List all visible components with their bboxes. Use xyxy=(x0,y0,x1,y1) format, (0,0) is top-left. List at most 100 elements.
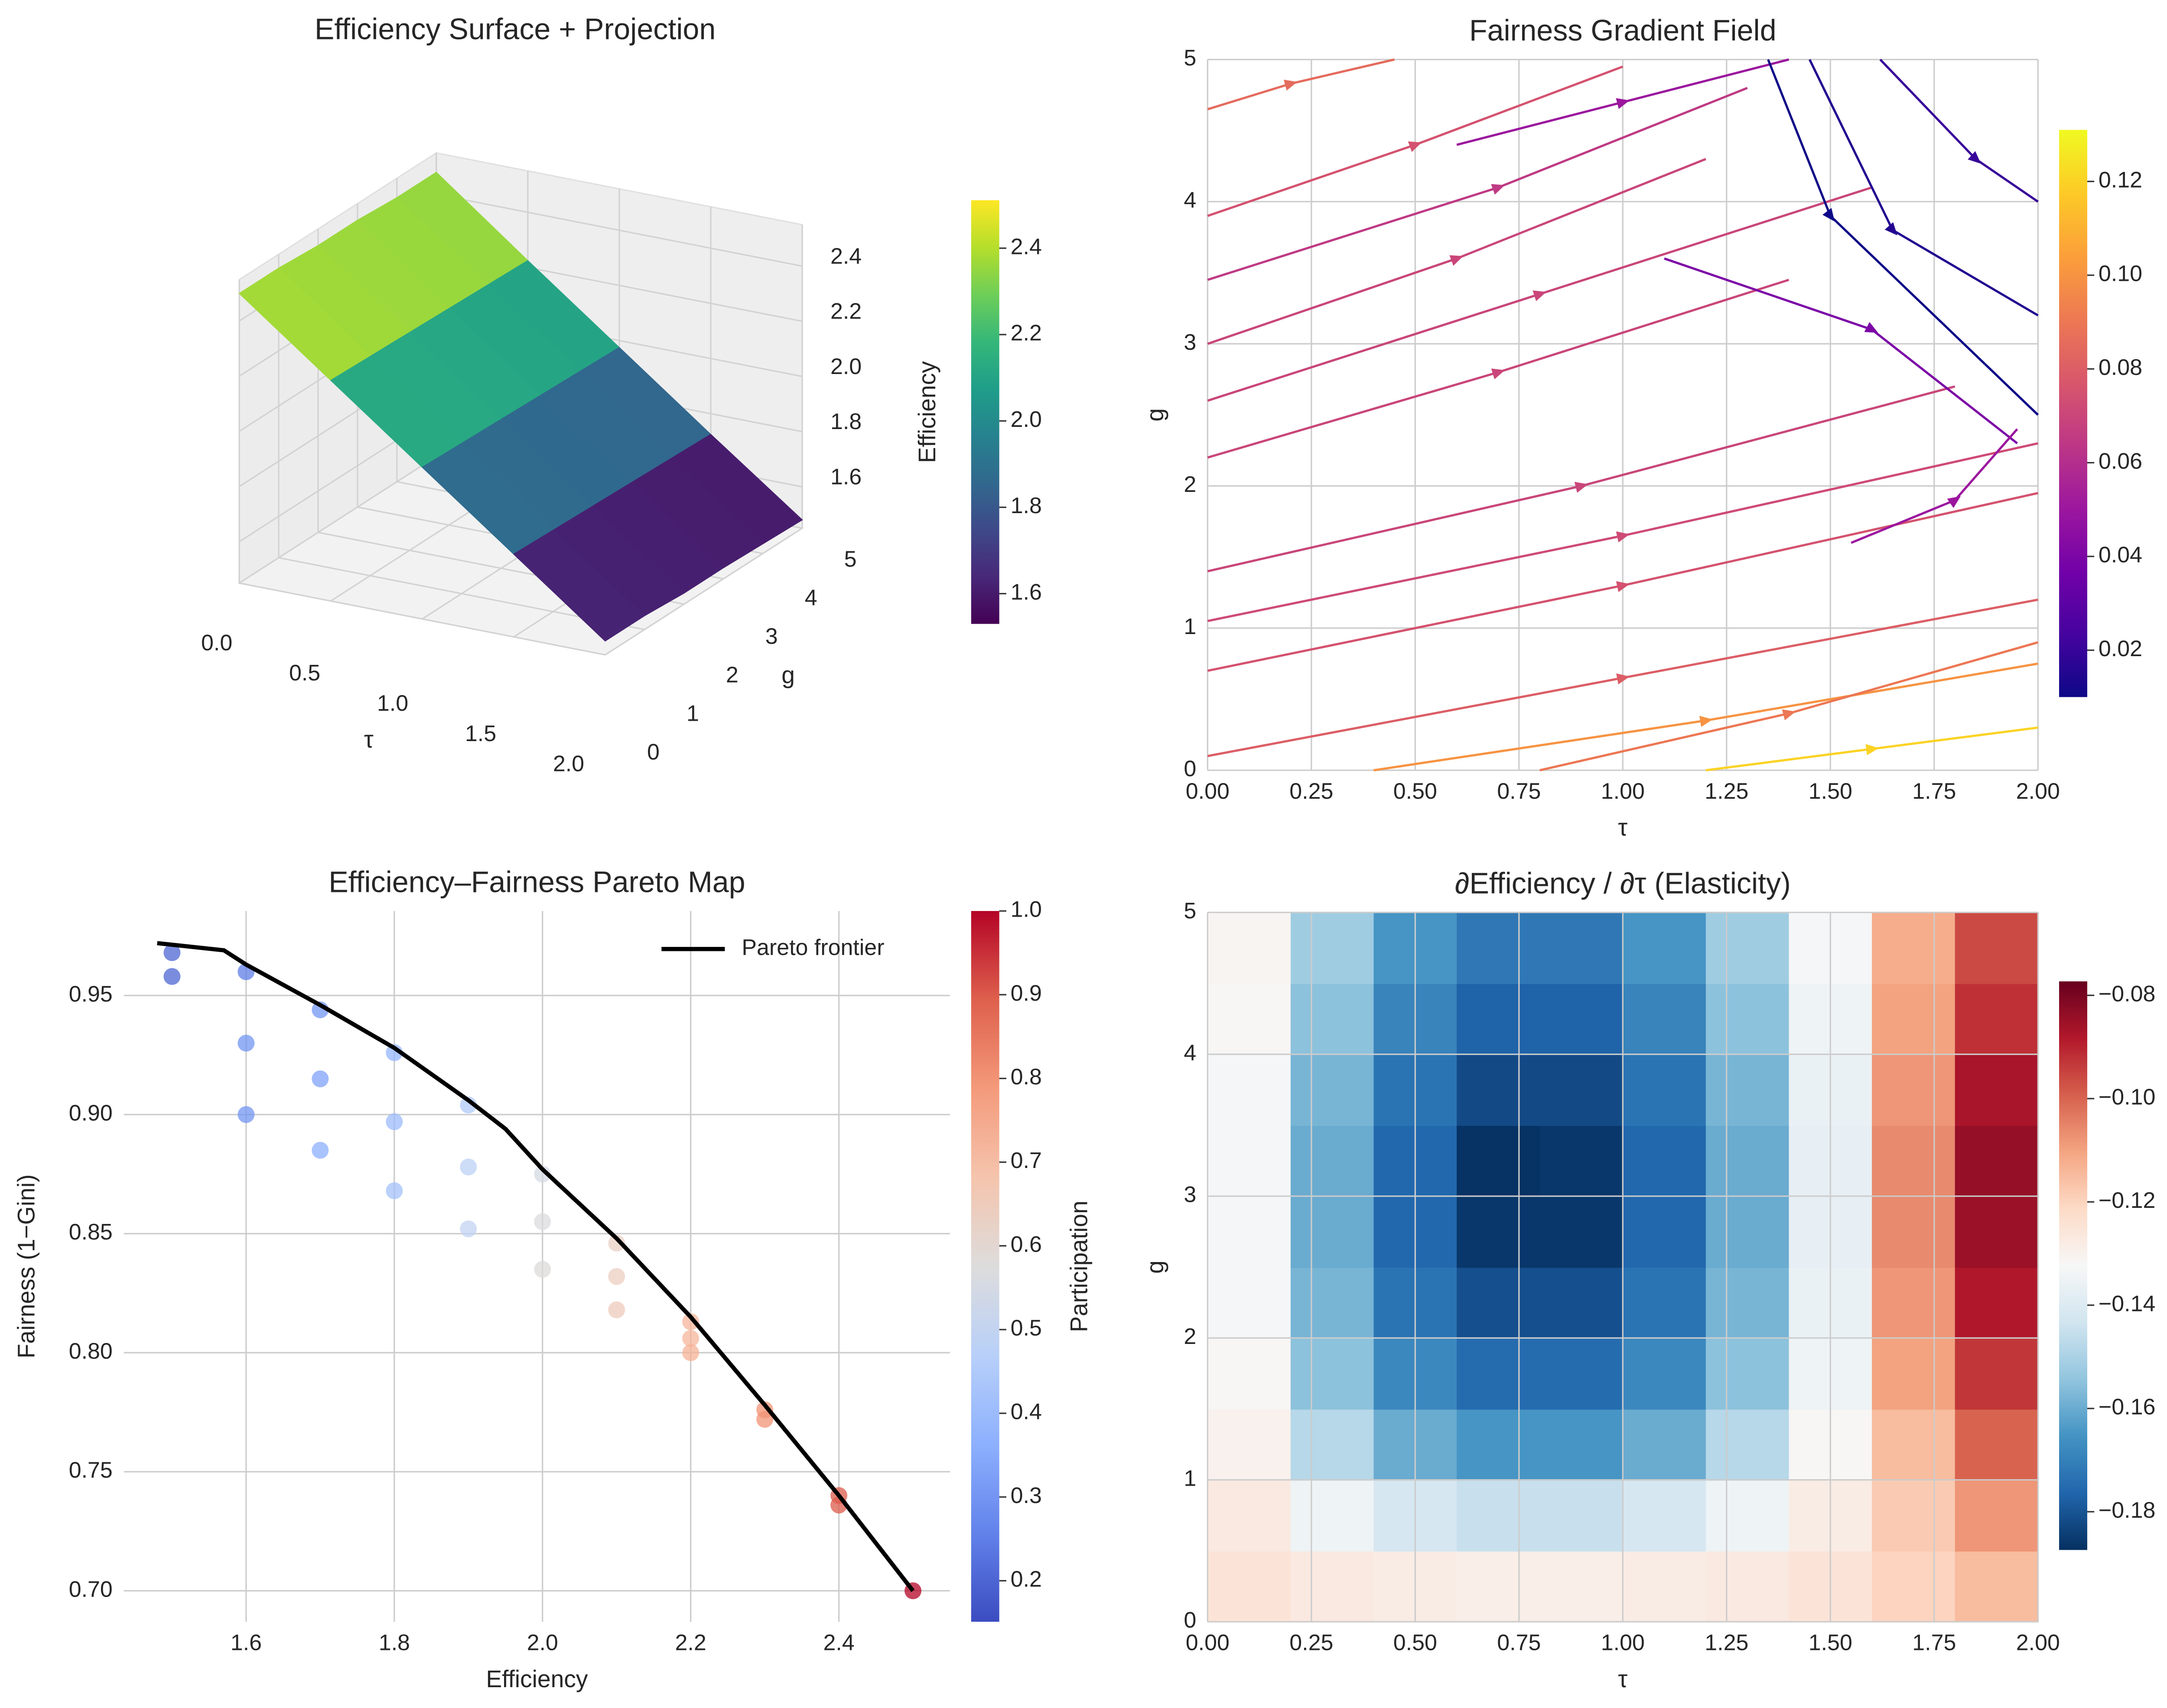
heatmap-cell xyxy=(1457,1409,1541,1481)
colorbar xyxy=(971,200,999,624)
heatmap-cell xyxy=(1207,1480,1292,1552)
heatmap-cell xyxy=(1539,1551,1624,1623)
y-tick-label: 0.80 xyxy=(69,1339,113,1364)
heatmap-cell xyxy=(1207,1125,1292,1197)
heatmap-cell xyxy=(1290,1054,1375,1126)
stream-arrow xyxy=(1533,290,1547,301)
heatmap-cell xyxy=(1539,1125,1624,1197)
x-tick-label: 0.0 xyxy=(201,630,232,655)
y-tick-label: 1 xyxy=(1184,1466,1196,1491)
heatmap-cell xyxy=(1539,1480,1624,1552)
y-tick-label: 0.95 xyxy=(69,982,113,1007)
x-tick-label: 1.25 xyxy=(1705,1630,1748,1656)
colorbar-tick-label: −0.12 xyxy=(2099,1188,2155,1213)
y-tick-label: 2 xyxy=(726,662,739,687)
x-tick-label: 1.50 xyxy=(1809,779,1852,804)
x-tick-label: 2.00 xyxy=(2016,1630,2060,1656)
heatmap-cell xyxy=(1539,1409,1624,1481)
stream-arrow xyxy=(1284,79,1298,91)
heatmap-cell xyxy=(1290,1551,1375,1623)
x-tick-label: 0.00 xyxy=(1186,1630,1230,1656)
scatter-point xyxy=(534,1261,551,1278)
y-tick-label: 2 xyxy=(1184,472,1196,497)
colorbar-tick-label: 0.7 xyxy=(1011,1148,1042,1173)
surface-patch xyxy=(513,530,645,642)
scatter-point xyxy=(534,1213,551,1230)
heatmap-cell xyxy=(1623,1551,1707,1623)
heatmap-cell xyxy=(1623,1338,1707,1410)
y-tick-label: 0.75 xyxy=(69,1458,113,1483)
colorbar-tick-label: 0.12 xyxy=(2099,167,2142,192)
heatmap-cell xyxy=(1539,1267,1624,1339)
y-tick-label: 0.85 xyxy=(69,1220,113,1245)
heatmap-cell xyxy=(1290,1125,1375,1197)
x-tick-label: 0.25 xyxy=(1289,779,1333,804)
heatmap-cell xyxy=(1705,1054,1790,1126)
heatmap-cell xyxy=(1207,912,1292,984)
stream-arrow xyxy=(1884,222,1897,236)
x-tick-label: 0.75 xyxy=(1497,779,1541,804)
heatmap-cell xyxy=(1207,1551,1292,1623)
x-axis-label: τ xyxy=(1618,1666,1627,1692)
heatmap-cell xyxy=(1955,1267,2039,1339)
x-tick-label: 1.50 xyxy=(1809,1630,1852,1656)
colorbar-tick-label: 0.5 xyxy=(1011,1316,1042,1341)
stream-arrow xyxy=(1491,184,1505,195)
heatmap-cell xyxy=(1872,1054,1956,1126)
heatmap-cell xyxy=(1539,1054,1624,1126)
y-tick-label: 5 xyxy=(1184,898,1196,924)
stream-arrow xyxy=(1822,208,1835,222)
x-tick-label: 0.50 xyxy=(1393,1630,1437,1656)
heatmap-cell xyxy=(1955,1196,2039,1268)
x-tick-label: 1.75 xyxy=(1912,1630,1956,1656)
heatmap-cell xyxy=(1457,1054,1541,1126)
x-tick-label: 2.0 xyxy=(527,1630,558,1656)
chart-title: ∂Efficiency / ∂τ (Elasticity) xyxy=(1455,867,1791,900)
colorbar-tick-label: 0.02 xyxy=(2099,636,2142,661)
heatmap-cell xyxy=(1539,1338,1624,1410)
scatter-point xyxy=(238,1035,255,1052)
colorbar-tick-label: 1.6 xyxy=(1011,580,1042,605)
colorbar-tick-label: 0.4 xyxy=(1011,1399,1042,1425)
heatmap-cell xyxy=(1872,1125,1956,1197)
heatmap-cell xyxy=(1955,912,2039,984)
x-tick-label: 1.6 xyxy=(231,1630,262,1656)
heatmap-cell xyxy=(1705,1551,1790,1623)
stream-arrow xyxy=(1947,496,1961,508)
stream-arrow xyxy=(1616,673,1630,685)
heatmap-cell xyxy=(1955,1480,2039,1552)
colorbar-label: Participation xyxy=(1066,1200,1093,1332)
x-tick-label: 2.0 xyxy=(553,752,584,777)
stream-arrow xyxy=(1616,531,1630,543)
heatmap-cell xyxy=(1623,912,1707,984)
scatter-point xyxy=(460,1096,477,1114)
scatter-point xyxy=(608,1301,625,1318)
stream-arrow xyxy=(1574,481,1588,493)
stream-arrow xyxy=(1865,744,1879,755)
heatmap-cell xyxy=(1207,1054,1292,1126)
y-tick-label: 1 xyxy=(687,701,699,726)
colorbar-tick-label: 0.3 xyxy=(1011,1483,1042,1508)
y-tick-label: 4 xyxy=(1184,188,1196,213)
colorbar-tick-label: 2.2 xyxy=(1011,321,1042,346)
heatmap-cell xyxy=(1207,1409,1292,1481)
z-tick-label: 2.2 xyxy=(830,299,862,324)
heatmap-cell xyxy=(1705,1267,1790,1339)
heatmap-cell xyxy=(1457,1125,1541,1197)
heatmap-cell xyxy=(1872,1409,1956,1481)
heatmap-cell xyxy=(1623,983,1707,1055)
heatmap-cell xyxy=(1955,1551,2039,1623)
heatmap-cell xyxy=(1290,1338,1375,1410)
colorbar-tick-label: 0.8 xyxy=(1011,1064,1042,1090)
x-tick-label: 1.8 xyxy=(379,1630,410,1656)
heatmap-cell xyxy=(1290,1196,1375,1268)
scatter-point xyxy=(460,1158,477,1176)
chart-title: Efficiency–Fairness Pareto Map xyxy=(329,865,745,898)
stream-arrow xyxy=(1408,141,1422,152)
y-tick-label: 0 xyxy=(647,739,660,765)
x-tick-label: 0.5 xyxy=(289,660,320,686)
heatmap-cell xyxy=(1623,1480,1707,1552)
heatmap-cell xyxy=(1705,912,1790,984)
heatmap-cell xyxy=(1872,912,1956,984)
